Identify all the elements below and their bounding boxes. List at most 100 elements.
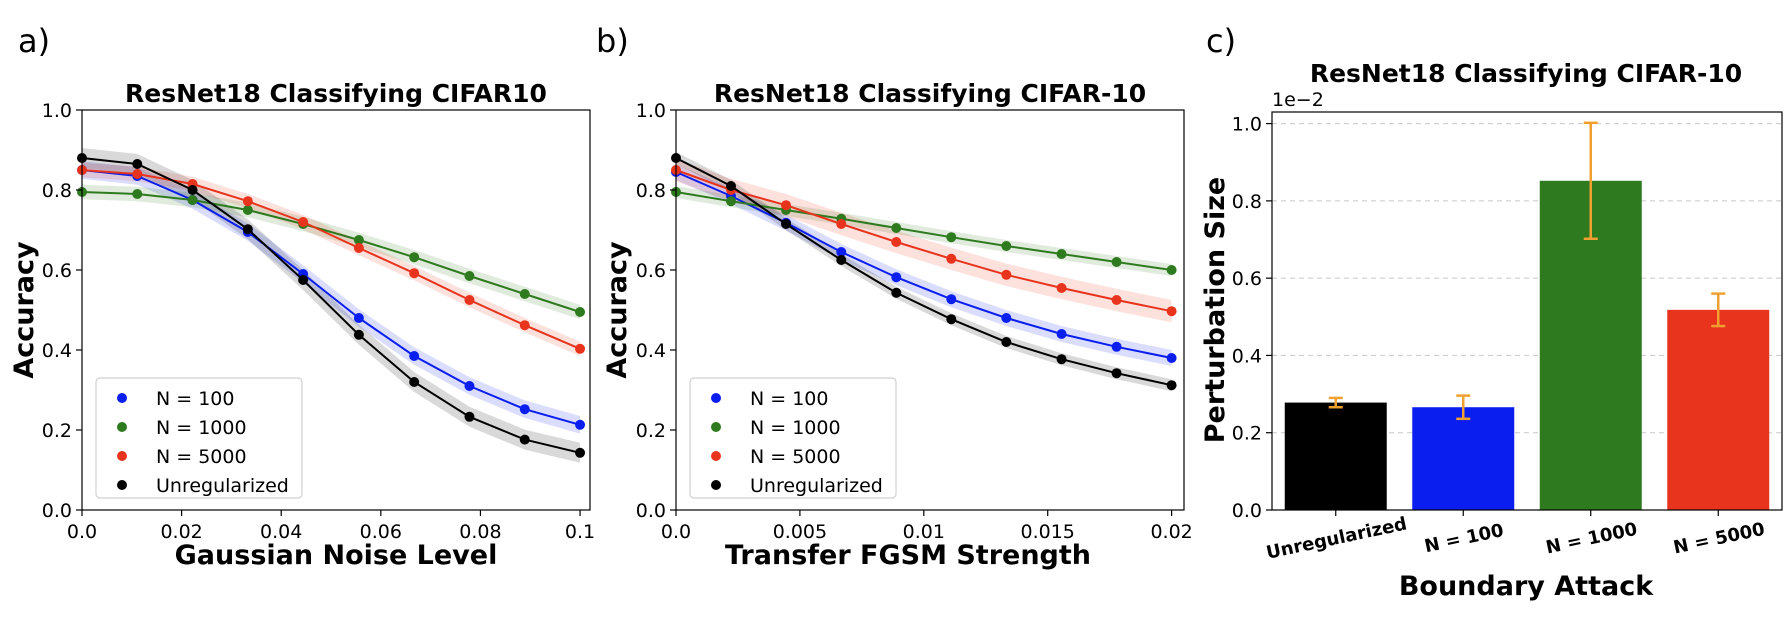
data-point-n1000 (187, 195, 198, 205)
legend-marker-unreg (711, 480, 721, 490)
data-point-n5000 (132, 169, 143, 179)
panel-a-x-ticks: 0.0 0.02 0.04 0.06 0.08 0.1 (67, 510, 595, 543)
panel-c: c) ResNet18 Classifying CIFAR-10 1e−2 0.… (1200, 22, 1783, 602)
x-tick-label: 0.0 (661, 521, 691, 543)
series-line-n5000 (675, 169, 1172, 313)
legend-label-n100: N = 100 (750, 388, 828, 410)
bar-unreg (1284, 402, 1387, 510)
data-point-n1000 (353, 235, 364, 245)
data-point-n1000 (1111, 257, 1122, 267)
series-line-n1000 (81, 191, 581, 313)
data-point-n1000 (1056, 249, 1067, 259)
data-point-unreg (946, 314, 957, 325)
data-point-unreg (353, 329, 364, 340)
legend-marker-unreg (117, 480, 127, 490)
data-point-n5000 (836, 219, 847, 229)
data-point-n5000 (1166, 306, 1177, 317)
data-point-n5000 (1111, 295, 1122, 305)
legend-label-n5000: N = 5000 (156, 446, 247, 468)
y-tick-label: 0.8 (636, 180, 666, 202)
data-point-unreg (726, 181, 737, 191)
legend-label-n1000: N = 1000 (156, 417, 247, 439)
panel-c-x-ticks: Unregularized N = 100 N = 1000 N = 5000 (1264, 510, 1767, 564)
legend-marker-n1000 (711, 422, 721, 432)
data-point-n1000 (1001, 241, 1012, 251)
data-point-n100 (1111, 341, 1122, 352)
panel-c-bars (1284, 121, 1770, 510)
y-tick-label: 0.0 (636, 500, 666, 522)
data-point-n100 (1056, 329, 1067, 339)
bar-n5000 (1667, 309, 1770, 510)
legend-marker-n5000 (117, 451, 127, 461)
panel-b-series (671, 153, 1177, 391)
data-point-n1000 (242, 205, 253, 215)
x-tick-label-n1000: N = 1000 (1544, 519, 1639, 559)
legend-label-n1000: N = 1000 (750, 417, 841, 439)
data-point-unreg (836, 255, 847, 265)
panel-a: a) ResNet18 Classifying CIFAR10 0.0 0.02 0… (9, 22, 595, 571)
legend-marker-n100 (711, 393, 721, 403)
data-point-n1000 (891, 223, 902, 233)
data-point-unreg (1056, 354, 1067, 365)
panel-c-y-label: Perturbation Size (1200, 177, 1231, 443)
legend-marker-n1000 (117, 422, 127, 432)
data-point-n5000 (353, 243, 364, 253)
data-point-n5000 (242, 196, 253, 207)
x-tick-label: 0.01 (903, 521, 945, 543)
y-tick-label: 0.6 (1232, 268, 1262, 290)
panel-c-axes-frame (1271, 111, 1783, 511)
x-tick-label: 0.06 (360, 521, 402, 543)
data-point-n5000 (298, 217, 309, 227)
x-tick-label: 0.08 (459, 521, 501, 543)
panel-a-title: ResNet18 Classifying CIFAR10 (125, 79, 547, 108)
confidence-band-n1000 (676, 186, 1172, 276)
legend-label-unreg: Unregularized (156, 475, 289, 497)
y-tick-label: 0.6 (42, 260, 72, 282)
legend-label-n5000: N = 5000 (750, 446, 841, 468)
data-point-unreg (1001, 337, 1012, 347)
series-line-n100 (675, 171, 1172, 359)
y-tick-label: 0.8 (1232, 191, 1262, 213)
data-point-n100 (891, 272, 902, 283)
data-point-n5000 (519, 320, 530, 331)
bar-n100 (1412, 407, 1515, 510)
confidence-band-n100 (82, 161, 580, 434)
data-point-unreg (187, 185, 198, 195)
panel-a-legend: N = 100 N = 1000 N = 5000 Unregularized (95, 377, 303, 499)
data-point-n1000 (132, 189, 143, 199)
y-tick-label: 0.2 (636, 420, 666, 442)
confidence-band-n5000 (676, 158, 1172, 323)
panel-b-bands (676, 152, 1172, 392)
panel-a-y-label: Accuracy (9, 241, 40, 379)
data-point-n5000 (946, 253, 957, 264)
x-tick-label-n5000: N = 5000 (1672, 519, 1767, 559)
data-point-n1000 (409, 252, 420, 263)
x-tick-label: 0.0 (67, 521, 97, 543)
y-tick-label: 0.2 (42, 420, 72, 442)
panel-a-x-label: Gaussian Noise Level (175, 540, 498, 571)
y-tick-label: 1.0 (636, 100, 666, 122)
data-point-n1000 (1166, 265, 1177, 275)
legend-label-unreg: Unregularized (750, 475, 883, 497)
panel-c-title: ResNet18 Classifying CIFAR-10 (1310, 59, 1742, 88)
panel-c-grid (1272, 123, 1782, 434)
panel-c-scale-label: 1e−2 (1272, 89, 1324, 111)
data-point-unreg (298, 275, 309, 285)
data-point-n100 (575, 419, 586, 430)
data-point-unreg (519, 434, 530, 445)
panel-a-y-ticks: 0.0 0.2 0.4 0.6 0.8 1.0 (42, 100, 82, 522)
data-point-n100 (519, 404, 530, 415)
panel-a-axes-frame (81, 109, 591, 511)
panel-b-legend-box (689, 377, 897, 499)
x-tick-label: 0.1 (565, 521, 595, 543)
data-point-n5000 (409, 268, 420, 279)
panel-c-x-label: Boundary Attack (1399, 571, 1654, 602)
panel-a-bands (82, 148, 580, 463)
data-point-n5000 (781, 200, 792, 211)
x-tick-label: 0.005 (773, 521, 827, 543)
data-point-n1000 (946, 232, 957, 243)
data-point-unreg (1111, 368, 1122, 379)
y-tick-label: 1.0 (42, 100, 72, 122)
data-point-n100 (353, 313, 364, 323)
